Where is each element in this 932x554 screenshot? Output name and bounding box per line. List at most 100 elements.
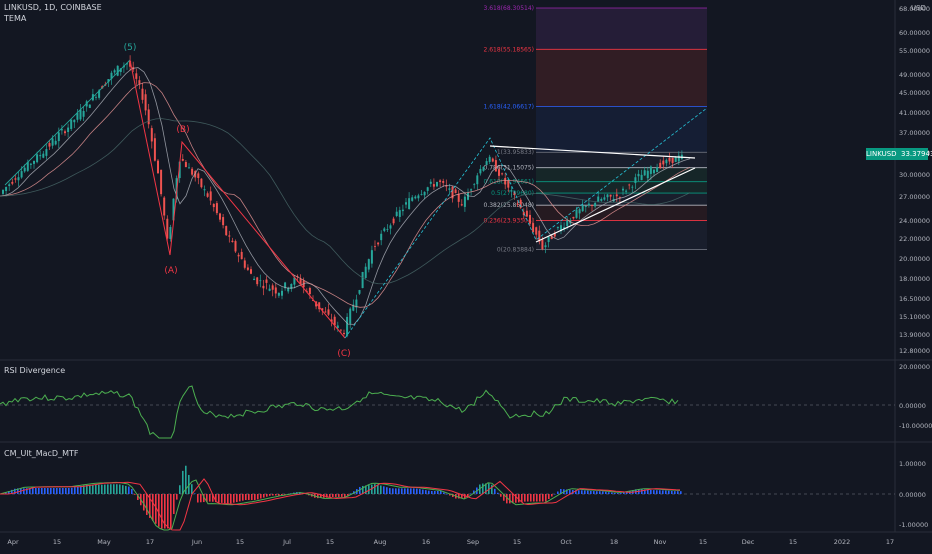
candle-body	[600, 199, 602, 201]
macd-histogram-bar	[254, 494, 256, 500]
candle-body	[219, 213, 221, 219]
macd-histogram-bar	[194, 493, 196, 494]
time-axis-label: 15	[699, 538, 707, 546]
candle-body	[80, 110, 82, 120]
macd-histogram-bar	[404, 488, 406, 494]
candle-body	[427, 187, 429, 191]
indicator-title[interactable]: TEMA	[4, 14, 26, 24]
macd-histogram-bar	[200, 494, 202, 502]
fib-zone	[536, 193, 707, 205]
time-axis-label: Jun	[191, 538, 202, 546]
candle-body	[430, 182, 432, 184]
macd-histogram-bar	[542, 494, 544, 502]
macd-histogram-bar	[179, 485, 181, 494]
macd-pane-title[interactable]: CM_Ult_MacD_MTF	[4, 449, 78, 458]
macd-histogram-bar	[341, 494, 343, 497]
macd-histogram-bar	[275, 494, 277, 496]
rsi-axis-label: -10.00000	[899, 422, 932, 430]
macd-histogram-bar	[416, 489, 418, 494]
candle-body	[417, 195, 419, 198]
macd-histogram-bar	[605, 492, 607, 494]
candle-body	[442, 181, 444, 183]
macd-histogram-bar	[74, 487, 76, 494]
macd-histogram-bar	[278, 494, 280, 496]
macd-histogram-bar	[146, 494, 148, 515]
candle-body	[585, 206, 587, 207]
candle-body	[455, 189, 457, 193]
macd-histogram-bar	[428, 491, 430, 494]
currency-label: USD	[911, 4, 926, 12]
candle-body	[247, 268, 249, 270]
candle-body	[343, 333, 345, 334]
candle-body	[393, 219, 395, 224]
rsi-axis-label: 0.00000	[899, 402, 926, 410]
candle-body	[259, 280, 261, 281]
candle-body	[244, 260, 246, 267]
macd-histogram-bar	[182, 471, 184, 494]
macd-histogram-bar	[671, 491, 673, 494]
candle-body	[371, 250, 373, 263]
candle-body	[256, 277, 258, 284]
candle-body	[262, 286, 264, 288]
candle-body	[647, 171, 649, 178]
time-axis-label: 17	[886, 538, 894, 546]
macd-axis-label: 0.00000	[899, 491, 926, 499]
macd-histogram-bar	[545, 494, 547, 502]
candle-body	[461, 204, 463, 205]
macd-histogram-bar	[419, 489, 421, 494]
macd-histogram-bar	[425, 490, 427, 494]
fib-level-label: 0(20.83884)	[497, 247, 534, 254]
macd-histogram-bar	[599, 491, 601, 494]
candle-body	[656, 167, 658, 172]
macd-histogram-bar	[422, 490, 424, 494]
candle-body	[324, 312, 326, 313]
macd-histogram-bar	[656, 490, 658, 494]
candle-body	[55, 141, 57, 145]
candle-body	[2, 190, 4, 194]
candle-body	[616, 194, 618, 196]
candle-body	[309, 288, 311, 294]
candle-body	[169, 227, 171, 239]
macd-histogram-bar	[257, 494, 259, 499]
macd-histogram-bar	[263, 494, 265, 498]
macd-histogram-bar	[230, 494, 232, 503]
candle-body	[64, 131, 66, 133]
macd-histogram-bar	[383, 486, 385, 494]
macd-histogram-bar	[524, 494, 526, 502]
macd-histogram-bar	[134, 494, 136, 495]
time-axis-label: 15	[513, 538, 521, 546]
macd-histogram-bar	[431, 491, 433, 494]
macd-histogram-bar	[596, 491, 598, 494]
macd-histogram-bar	[260, 494, 262, 499]
macd-histogram-bar	[491, 485, 493, 494]
candle-body	[439, 180, 441, 182]
macd-histogram-bar	[110, 484, 112, 494]
candle-body	[607, 194, 609, 197]
candle-body	[5, 187, 7, 191]
macd-histogram-bar	[380, 485, 382, 494]
rsi-pane-title[interactable]: RSI Divergence	[4, 366, 65, 375]
candle-body	[638, 174, 640, 176]
candle-body	[182, 159, 184, 161]
candle-body	[436, 182, 438, 186]
candle-body	[566, 220, 568, 226]
price-axis-label: 13.90000	[899, 331, 930, 339]
macd-histogram-bar	[506, 494, 508, 503]
macd-histogram-bar	[53, 488, 55, 494]
macd-histogram-bar	[89, 485, 91, 494]
macd-histogram-bar	[551, 494, 553, 497]
candle-body	[396, 212, 398, 216]
candle-body	[526, 211, 528, 217]
candle-body	[185, 162, 187, 167]
candle-body	[374, 246, 376, 247]
candle-body	[662, 161, 664, 165]
symbol-title[interactable]: LINKUSD, 1D, COINBASE	[4, 3, 102, 13]
macd-histogram-bar	[59, 488, 61, 494]
macd-histogram-bar	[35, 488, 37, 494]
candle-body	[52, 138, 54, 145]
macd-histogram-bar	[659, 490, 661, 494]
time-axis-label: Nov	[654, 538, 667, 546]
macd-histogram-bar	[440, 491, 442, 494]
